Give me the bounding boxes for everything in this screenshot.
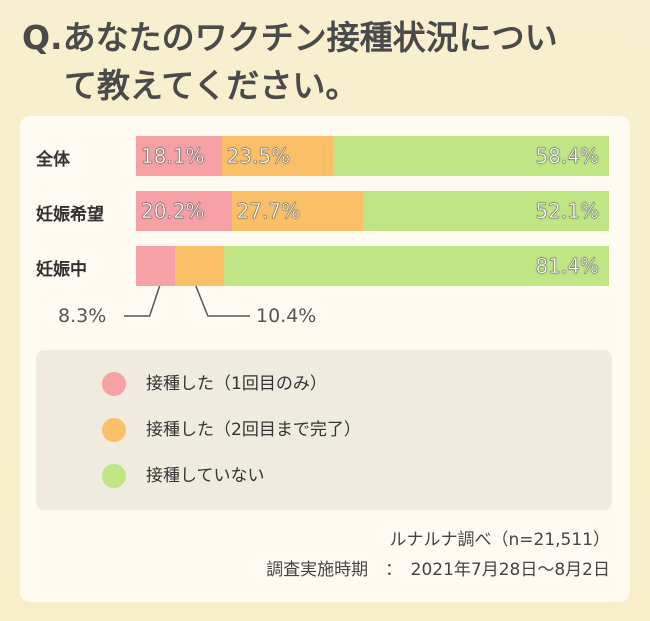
category-label-trying-to-conceive: 妊娠希望 xyxy=(36,205,104,225)
data-label-total-second-dose: 23.5% xyxy=(226,144,291,168)
bar-segment-trying-to-conceive-first-dose xyxy=(136,191,232,231)
bar-segment-pregnant-not-vaccinated xyxy=(224,246,609,286)
category-label-pregnant: 妊娠中 xyxy=(36,260,87,280)
category-label-total: 全体 xyxy=(36,150,70,170)
legend: 接種した（1回目のみ） 接種した（2回目まで完了） 接種していない xyxy=(36,350,612,510)
legend-dot-first-dose xyxy=(102,372,126,396)
data-label-pregnant-not-vaccinated: 81.4% xyxy=(535,254,599,278)
legend-label-second-dose: 接種した（2回目まで完了） xyxy=(146,420,361,440)
data-label-total-not-vaccinated: 58.4% xyxy=(535,144,599,168)
title-line-2: て教えてください。 xyxy=(64,66,359,105)
source-note: ルナルナ調べ（n=21,511） xyxy=(389,530,610,550)
page-title: Q.あなたのワクチン接種状況につい て教えてください。 xyxy=(22,14,632,110)
legend-dot-not-vaccinated xyxy=(102,464,126,488)
legend-label-first-dose: 接種した（1回目のみ） xyxy=(146,374,327,394)
survey-period: 調査実施時期 ： 2021年7月28日～8月2日 xyxy=(266,560,610,580)
data-label-trying-to-conceive-second-dose: 27.7% xyxy=(236,199,301,223)
data-label-trying-to-conceive-not-vaccinated: 52.1% xyxy=(535,199,599,223)
legend-dot-second-dose xyxy=(102,418,126,442)
bar-segment-total-first-dose xyxy=(136,136,222,176)
bar-segment-total-not-vaccinated xyxy=(332,136,609,176)
data-label-pregnant-first-dose: 8.3% xyxy=(58,305,107,327)
bar-segment-pregnant-first-dose xyxy=(136,246,176,286)
data-label-total-first-dose: 18.1% xyxy=(141,144,205,168)
bar-segment-trying-to-conceive-not-vaccinated xyxy=(362,191,609,231)
bar-segment-total-second-dose xyxy=(221,136,333,176)
legend-label-not-vaccinated: 接種していない xyxy=(146,466,265,486)
data-label-trying-to-conceive-first-dose: 20.2% xyxy=(141,199,205,223)
bar-segment-pregnant-second-dose xyxy=(175,246,225,286)
bar-segment-trying-to-conceive-second-dose xyxy=(231,191,363,231)
data-label-pregnant-second-dose: 10.4% xyxy=(256,305,317,327)
title-line-1: Q.あなたのワクチン接種状況につい xyxy=(22,18,558,57)
